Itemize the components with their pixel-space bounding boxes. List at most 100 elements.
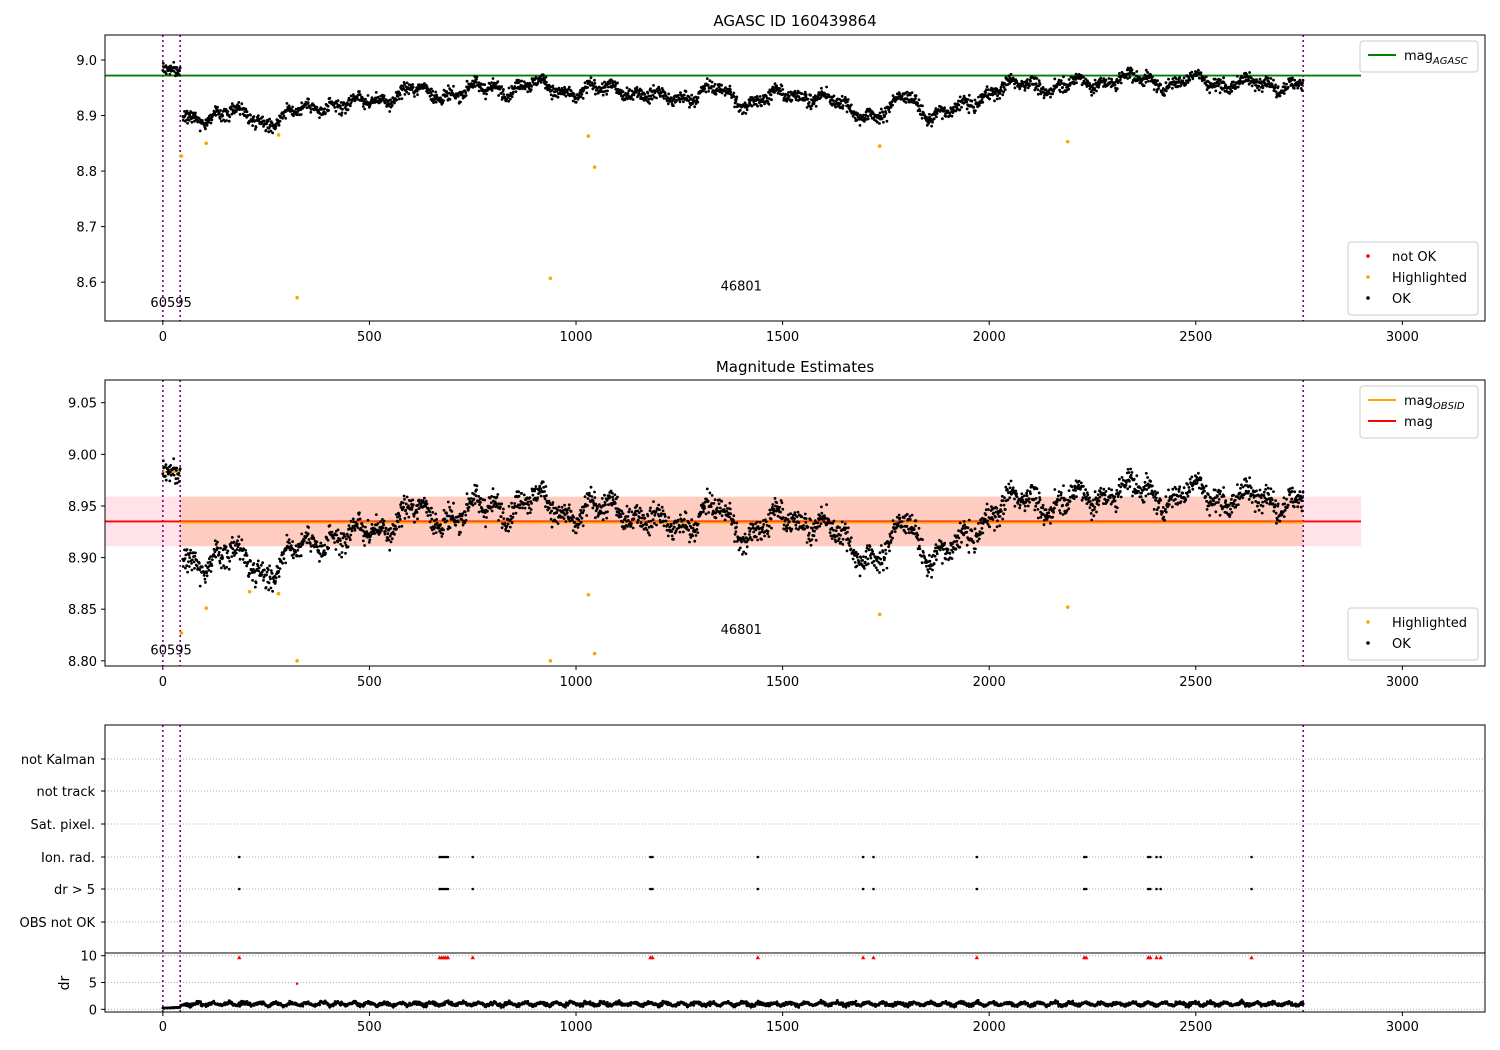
ok-point <box>343 535 346 538</box>
ok-point <box>218 117 222 120</box>
ok-point <box>649 506 652 510</box>
ok-point <box>954 109 958 113</box>
ok-point <box>638 516 641 520</box>
ok-point <box>186 121 190 125</box>
ok-point <box>1222 76 1225 80</box>
ok-point <box>785 529 789 533</box>
ok-point <box>374 513 378 516</box>
ok-point <box>397 97 401 101</box>
ok-point <box>713 498 717 501</box>
ok-point <box>282 552 285 556</box>
ok-point <box>456 95 460 98</box>
ok-point <box>970 99 974 103</box>
ok-point <box>807 531 811 535</box>
ok-point <box>197 561 201 565</box>
ok-point <box>269 586 273 590</box>
ok-point <box>1258 77 1262 81</box>
ok-point <box>358 511 361 515</box>
ok-point <box>1082 493 1086 497</box>
ok-point <box>315 545 319 549</box>
ok-point <box>657 503 661 507</box>
ok-point <box>1152 88 1156 91</box>
ok-point <box>778 87 782 90</box>
ok-point <box>935 115 938 119</box>
ok-point <box>251 579 255 582</box>
legend-marker-swatch <box>1366 254 1370 258</box>
ok-point <box>349 519 353 523</box>
ok-point <box>413 520 416 524</box>
ok-point <box>480 507 484 510</box>
ok-point <box>1009 72 1013 76</box>
ok-point <box>306 532 310 536</box>
ok-point <box>845 110 849 114</box>
ok-point <box>574 100 578 104</box>
ok-point <box>684 511 688 515</box>
ok-point <box>664 94 668 98</box>
ok-point <box>922 551 925 554</box>
ok-point <box>271 131 274 135</box>
ok-point <box>216 546 220 550</box>
ok-point <box>1023 88 1027 92</box>
ok-point <box>581 524 585 528</box>
ok-point <box>183 557 187 560</box>
ok-point <box>245 554 249 557</box>
ok-point <box>1104 78 1108 82</box>
ok-point <box>209 570 213 573</box>
ok-point <box>728 507 732 511</box>
ok-point <box>916 102 920 105</box>
ok-point <box>164 475 167 478</box>
ok-point <box>1053 488 1057 491</box>
ok-point <box>841 104 845 108</box>
ok-point <box>514 90 518 93</box>
ok-point <box>428 510 432 513</box>
ok-point <box>185 548 189 551</box>
ok-point <box>442 99 445 102</box>
ok-point <box>324 551 327 555</box>
ok-point <box>1029 492 1032 496</box>
ok-point <box>728 501 732 505</box>
ok-point <box>1026 504 1030 508</box>
ok-point <box>1084 488 1087 491</box>
ok-point <box>846 526 850 530</box>
ok-point <box>806 97 810 101</box>
ok-point <box>916 533 920 537</box>
ok-point <box>623 526 627 530</box>
ok-point <box>758 100 762 104</box>
x-tick-label: 1500 <box>766 330 799 345</box>
ok-point <box>175 466 179 470</box>
ok-point <box>1286 85 1290 89</box>
ok-point <box>636 518 640 522</box>
ok-point <box>397 525 401 529</box>
ok-point <box>499 515 503 518</box>
highlighted-point <box>204 141 209 146</box>
ok-point <box>730 522 733 526</box>
ok-point <box>696 100 700 104</box>
ok-point <box>603 493 606 497</box>
ok-point <box>404 508 408 512</box>
ok-point <box>521 506 524 510</box>
ok-point <box>569 89 573 93</box>
ok-point <box>479 501 482 504</box>
ok-point <box>921 538 924 541</box>
ok-point <box>693 530 697 534</box>
ok-point <box>787 91 790 94</box>
ok-point <box>1016 502 1020 505</box>
x-tick-label: 2000 <box>973 330 1006 345</box>
ok-point <box>1291 76 1294 80</box>
ok-point <box>318 552 322 556</box>
ok-point <box>172 473 176 477</box>
ok-point <box>1145 488 1149 491</box>
ok-point <box>477 495 481 498</box>
ok-point <box>1018 506 1022 510</box>
ok-point <box>1023 86 1027 90</box>
ok-point <box>1161 89 1164 93</box>
ok-point <box>670 534 674 538</box>
ok-point <box>244 549 248 552</box>
ok-point <box>497 94 500 97</box>
ok-point <box>402 494 406 498</box>
ok-point <box>881 111 885 114</box>
ok-point <box>588 80 592 84</box>
ok-point <box>1167 77 1170 81</box>
ok-point <box>1143 480 1147 484</box>
ok-point <box>1002 90 1005 94</box>
